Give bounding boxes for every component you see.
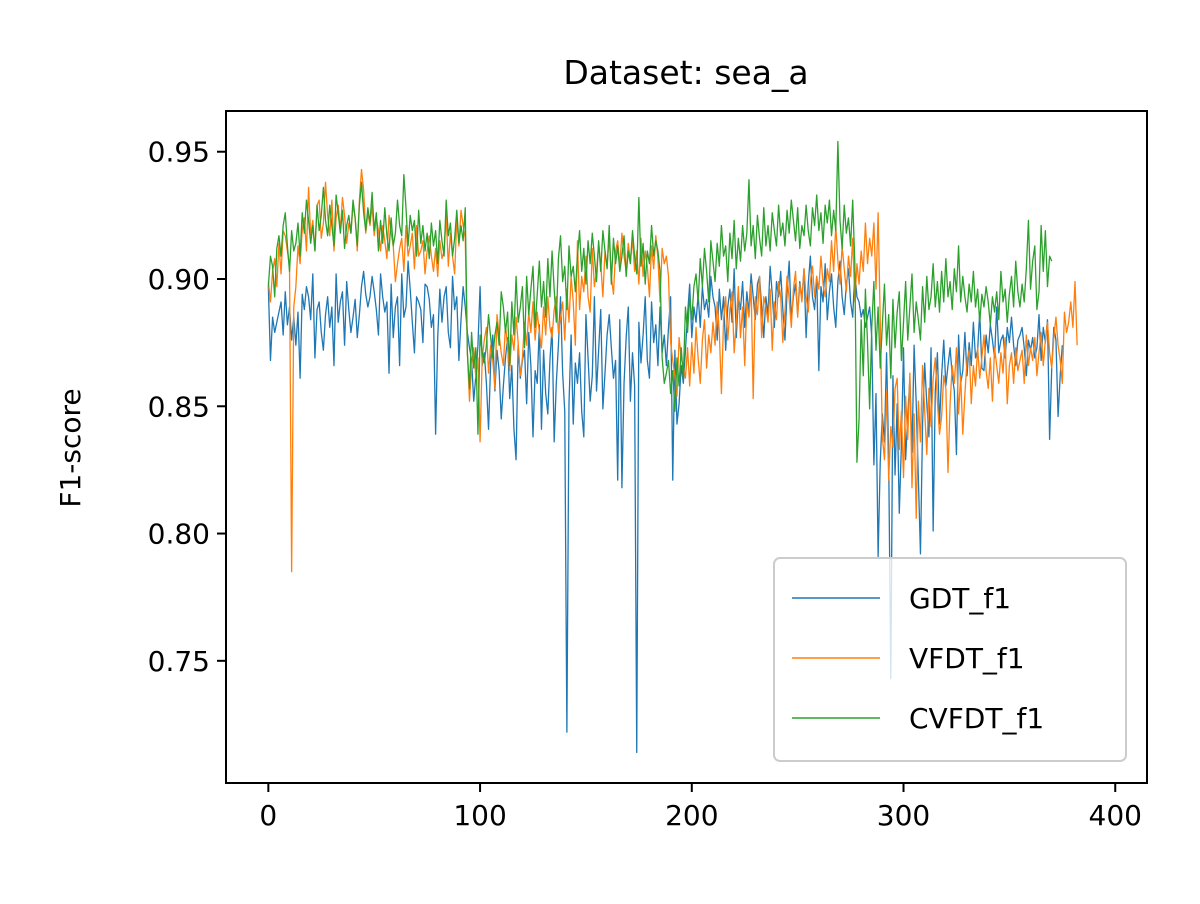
y-tick-label: 0.90	[148, 263, 210, 296]
plot-area-frame	[225, 110, 1148, 784]
series-layer	[267, 140, 1078, 754]
y-tick-label: 0.85	[148, 390, 210, 423]
y-tick-label: 0.80	[148, 518, 210, 551]
y-tick-label: 0.75	[148, 645, 210, 678]
series-line-vfdt-f1	[267, 168, 1078, 573]
x-tick-label: 200	[665, 799, 718, 832]
y-axis-ticks: 0.75 0.80 0.85 0.90 0.95	[148, 136, 226, 678]
x-axis-ticks: 0 100 200 300 400	[259, 783, 1142, 832]
x-tick-label: 400	[1089, 799, 1142, 832]
y-axis-label: F1-score	[54, 388, 87, 507]
x-tick-label: 300	[877, 799, 930, 832]
x-tick-label: 100	[453, 799, 506, 832]
x-tick-label: 0	[259, 799, 277, 832]
legend: GDT_f1 VFDT_f1 CVFDT_f1	[773, 557, 1127, 762]
legend-label-cvfdt-f1: CVFDT_f1	[909, 702, 1044, 735]
y-tick-label: 0.95	[148, 136, 210, 169]
legend-label-vfdt-f1: VFDT_f1	[909, 642, 1025, 675]
legend-label-gdt-f1: GDT_f1	[909, 582, 1011, 615]
series-line-gdt-f1	[267, 255, 1063, 754]
legend-box	[773, 557, 1127, 762]
series-line-cvfdt-f1	[267, 140, 1053, 463]
chart-title: Dataset: sea_a	[563, 53, 808, 92]
